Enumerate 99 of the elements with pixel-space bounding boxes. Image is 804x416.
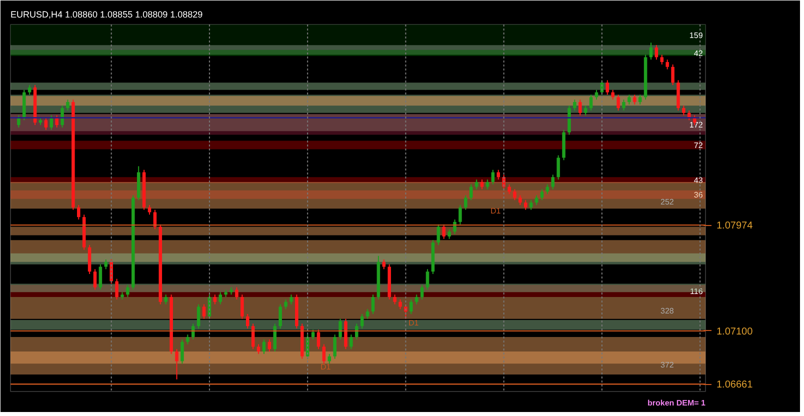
candlestick: [186, 334, 190, 345]
candlestick: [350, 334, 353, 350]
candlestick: [660, 54, 664, 65]
candlestick: [633, 94, 636, 105]
annotation: 328: [660, 306, 674, 316]
candlestick: [496, 169, 500, 180]
candlestick: [98, 264, 102, 290]
candlestick: [66, 99, 70, 111]
band-label: 42: [694, 48, 704, 58]
candlestick: [290, 294, 293, 305]
candlestick: [606, 80, 610, 96]
text: broken DEM= 1: [647, 398, 706, 408]
candlestick: [202, 304, 206, 320]
candlestick: [518, 194, 522, 206]
candlestick: [50, 114, 54, 130]
candlestick: [55, 114, 58, 128]
candlestick: [333, 334, 336, 360]
candlestick: [458, 204, 462, 225]
candlestick: [338, 318, 342, 340]
candlestick: [17, 114, 20, 128]
chart-title: EURUSD,H4 1.08860 1.08855 1.08809 1.08829: [10, 10, 203, 20]
candlestick: [480, 179, 484, 190]
candlestick: [393, 294, 396, 305]
candlestick: [671, 64, 674, 86]
candlestick: [175, 348, 178, 380]
candlestick: [371, 294, 375, 314]
y-tick-label: 1.06661: [716, 380, 754, 391]
candlestick: [486, 179, 490, 190]
candlestick: [180, 338, 184, 364]
candlestick: [196, 304, 200, 330]
candlestick: [534, 194, 538, 206]
y-tick-label: 1.07974: [716, 220, 754, 232]
candlestick: [284, 298, 288, 310]
band-label: 72: [694, 141, 704, 150]
candlestick: [638, 94, 642, 105]
candlestick: [556, 154, 560, 180]
candlestick: [611, 89, 614, 100]
candlestick: [322, 344, 326, 364]
candlestick: [256, 344, 260, 354]
candlestick: [126, 284, 130, 298]
candlestick: [164, 294, 168, 305]
candlestick: [448, 228, 451, 240]
candlestick: [246, 313, 250, 330]
candlestick: [622, 99, 626, 111]
candlestick: [44, 117, 48, 130]
candlestick: [235, 286, 238, 300]
candlestick: [273, 323, 277, 352]
annotation: 252: [660, 198, 674, 206]
candlestick: [262, 338, 266, 354]
candlestick: [28, 84, 32, 96]
candlestick: [491, 169, 495, 185]
candlestick: [529, 200, 533, 210]
candlestick: [649, 42, 653, 60]
candlestick: [366, 308, 370, 320]
candlestick: [355, 323, 358, 340]
candlestick: [682, 105, 686, 116]
candlestick: [426, 268, 430, 290]
candlestick: [524, 200, 528, 210]
candlestick: [316, 329, 320, 350]
candlestick: [60, 105, 64, 128]
candlestick: [414, 294, 418, 305]
band-label: 43: [694, 176, 704, 186]
candlestick: [540, 188, 544, 201]
annotation: D1: [408, 318, 420, 328]
candlestick: [464, 194, 468, 210]
candlestick: [240, 294, 244, 320]
candlestick: [666, 59, 669, 70]
candlestick: [508, 184, 511, 195]
band-label: 36: [694, 190, 704, 200]
candlestick: [442, 224, 446, 240]
candlestick: [589, 94, 593, 111]
candlestick: [573, 99, 576, 111]
candlestick: [420, 284, 424, 300]
candlestick: [77, 204, 80, 220]
candlestick: [436, 224, 440, 246]
annotation: D1: [320, 362, 332, 372]
y-tick-label: 1.07100: [716, 326, 754, 338]
band-label: 159: [689, 30, 704, 40]
candlestick: [578, 99, 582, 116]
candlestick: [616, 94, 620, 111]
candlestick: [513, 188, 516, 201]
candlestick: [654, 44, 658, 60]
candlestick: [218, 292, 222, 305]
candlestick: [360, 313, 364, 330]
candlestick: [328, 353, 332, 364]
candlestick: [398, 298, 402, 310]
candlestick: [628, 94, 631, 105]
candlestick: [115, 278, 118, 300]
candlestick: [213, 294, 217, 305]
candlestick: [551, 174, 555, 190]
candlestick: [453, 219, 456, 235]
annotation: 372: [660, 360, 674, 370]
annotation: D1: [490, 206, 502, 216]
candlestick: [474, 179, 478, 190]
candlestick: [311, 329, 315, 340]
candlestick: [410, 298, 413, 314]
candlestick: [278, 304, 282, 330]
candlestick: [93, 268, 97, 290]
candlestick: [584, 105, 588, 116]
